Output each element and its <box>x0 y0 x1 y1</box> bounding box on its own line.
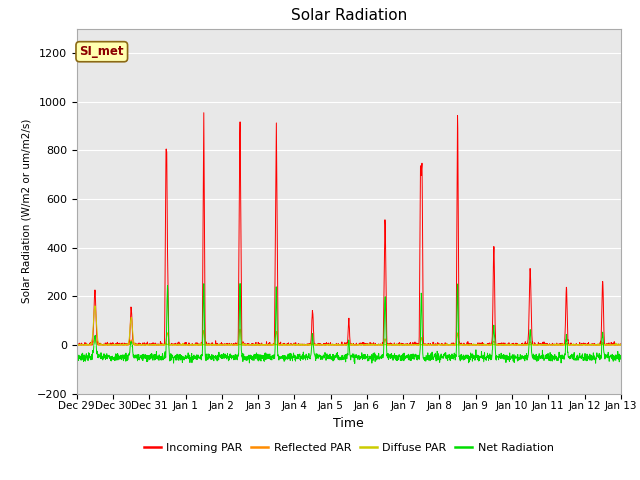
Incoming PAR <box>570 342 577 348</box>
Title: Solar Radiation: Solar Radiation <box>291 9 407 24</box>
Reflected PAR <box>236 326 244 332</box>
Reflected PAR <box>617 342 625 348</box>
Line: Reflected PAR: Reflected PAR <box>77 329 621 345</box>
Net Radiation <box>365 358 372 363</box>
Diffuse PAR <box>92 303 99 309</box>
Net Radiation <box>73 351 81 357</box>
Incoming PAR <box>73 341 81 347</box>
Diffuse PAR <box>377 342 385 348</box>
Net Radiation <box>377 354 385 360</box>
Reflected PAR <box>569 342 577 348</box>
Legend: Incoming PAR, Reflected PAR, Diffuse PAR, Net Radiation: Incoming PAR, Reflected PAR, Diffuse PAR… <box>140 438 558 457</box>
Net Radiation <box>351 360 358 366</box>
Incoming PAR <box>200 110 207 116</box>
Reflected PAR <box>365 342 372 348</box>
Net Radiation <box>508 353 515 359</box>
Reflected PAR <box>507 342 515 348</box>
Incoming PAR <box>365 342 372 348</box>
Net Radiation <box>570 351 577 357</box>
Line: Net Radiation: Net Radiation <box>77 284 621 363</box>
Reflected PAR <box>73 342 81 348</box>
Diffuse PAR <box>365 341 372 347</box>
Diffuse PAR <box>225 342 233 348</box>
Net Radiation <box>236 281 244 287</box>
Incoming PAR <box>377 342 385 348</box>
Diffuse PAR <box>73 342 81 348</box>
Incoming PAR <box>225 341 233 347</box>
Diffuse PAR <box>570 342 577 348</box>
Incoming PAR <box>508 341 515 347</box>
Diffuse PAR <box>508 342 515 348</box>
Incoming PAR <box>73 342 81 348</box>
Line: Incoming PAR: Incoming PAR <box>77 113 621 345</box>
X-axis label: Time: Time <box>333 417 364 430</box>
Diffuse PAR <box>584 342 592 348</box>
Net Radiation <box>225 358 232 364</box>
Net Radiation <box>584 354 592 360</box>
Incoming PAR <box>584 342 592 348</box>
Reflected PAR <box>376 342 384 348</box>
Line: Diffuse PAR: Diffuse PAR <box>77 306 621 345</box>
Reflected PAR <box>225 342 232 348</box>
Diffuse PAR <box>74 342 81 348</box>
Text: SI_met: SI_met <box>79 45 124 58</box>
Diffuse PAR <box>617 342 625 348</box>
Reflected PAR <box>584 342 592 348</box>
Net Radiation <box>617 357 625 362</box>
Incoming PAR <box>617 341 625 347</box>
Y-axis label: Solar Radiation (W/m2 or um/m2/s): Solar Radiation (W/m2 or um/m2/s) <box>21 119 31 303</box>
